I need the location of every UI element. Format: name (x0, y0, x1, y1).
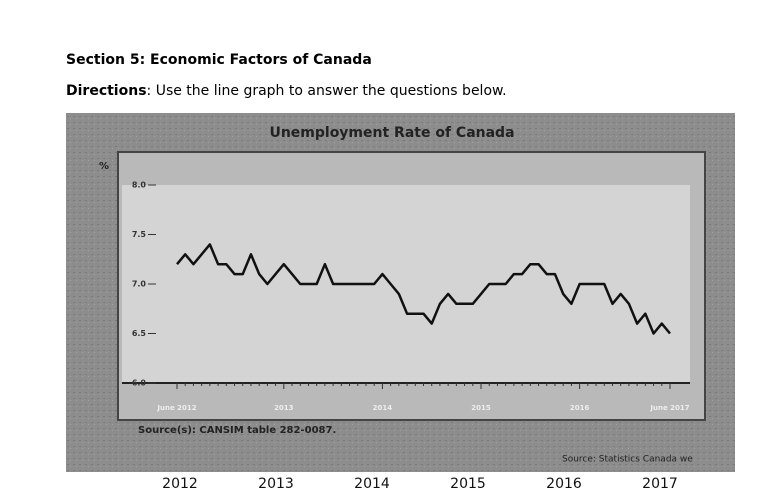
footer-year: 2013 (258, 476, 294, 492)
footer-year: 2014 (354, 476, 390, 492)
x-tick-label: 2016 (570, 404, 590, 412)
footer-year: 2015 (450, 476, 486, 492)
y-tick-label: 6.0 (132, 379, 147, 388)
source-left: Source(s): CANSIM table 282-0087. (138, 425, 336, 436)
footer-year: 2012 (162, 476, 198, 492)
y-unit: % (99, 161, 109, 172)
y-tick-label: 7.5 (132, 230, 147, 239)
x-tick-label: June 2012 (156, 404, 196, 412)
y-tick-label: 7.0 (132, 280, 147, 289)
directions-text: : Use the line graph to answer the quest… (147, 83, 507, 99)
y-tick-label: 8.0 (132, 181, 147, 190)
directions-label: Directions (66, 83, 147, 99)
x-tick-label: 2013 (274, 404, 294, 412)
data-line (176, 243, 671, 335)
y-tick-label: 6.5 (132, 329, 147, 338)
x-tick-label: June 2017 (649, 404, 689, 412)
section-title: Section 5: Economic Factors of Canada (66, 52, 372, 68)
directions: Directions: Use the line graph to answer… (66, 83, 507, 99)
chart-title: Unemployment Rate of Canada (269, 125, 514, 141)
x-tick-label: 2015 (471, 404, 491, 412)
source-right: Source: Statistics Canada we (562, 455, 693, 465)
footer-year: 2017 (642, 476, 678, 492)
x-tick-label: 2014 (373, 404, 393, 412)
footer-year: 2016 (546, 476, 582, 492)
